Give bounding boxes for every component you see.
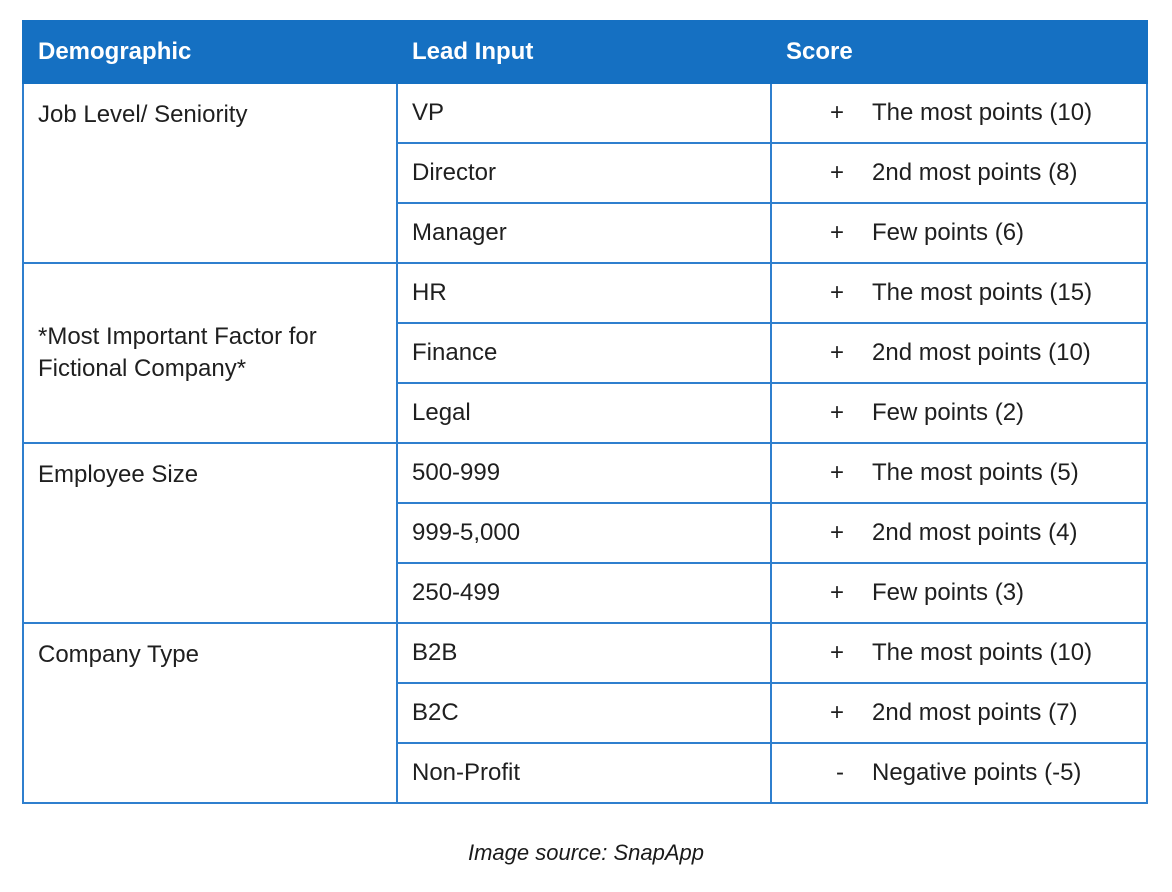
score-text: 2nd most points (10) (872, 339, 1091, 366)
score-text: Few points (6) (872, 219, 1025, 246)
score-text: Few points (2) (872, 399, 1025, 426)
table-row: Non-Profit - Negative points (-5) (23, 742, 1148, 804)
table-row: Director +2nd most points (8) (23, 142, 1148, 204)
score-sign: + (829, 159, 844, 186)
score-sign: + (829, 579, 844, 606)
table-row: B2C +2nd most points (7) (23, 682, 1148, 744)
table-row: Company Type B2B + The most points (10) (22, 622, 1148, 804)
table-row: 250-499 + Few points (3) (23, 562, 1148, 624)
score-text: The most points (15) (872, 279, 1093, 306)
score-sign: + (829, 339, 844, 366)
table-row: 999-5,000 +2nd most points (4) (23, 502, 1148, 564)
score-text: Few points (3) (872, 579, 1025, 606)
lead-input-cell: Manager (396, 202, 772, 264)
lead-input-cell: 500-999 (396, 442, 772, 504)
table-row: Finance +2nd most points (10) (23, 322, 1148, 384)
score-text: The most points (5) (872, 459, 1079, 486)
table-row: Job Level/ Seniority VP + The most points… (22, 82, 1148, 264)
score-sign: + (829, 459, 844, 486)
score-cell: - Negative points (-5) (770, 742, 1148, 804)
score-sign: + (829, 519, 844, 546)
score-cell: + Few points (2) (770, 382, 1148, 444)
score-sign: + (829, 99, 844, 126)
lead-input-cell: VP (396, 82, 772, 144)
score-text: The most points (10) (872, 99, 1093, 126)
table-row: Employee Size 500-999 + The most points (… (22, 442, 1148, 624)
lead-input-cell: 250-499 (396, 562, 772, 624)
table-row: *Most Important Factor for Fictional Com… (22, 262, 1148, 444)
lead-input-cell: Legal (396, 382, 772, 444)
score-cell: + Few points (6) (770, 202, 1148, 264)
table-row: Legal + Few points (2) (23, 382, 1148, 444)
score-cell: +2nd most points (4) (770, 502, 1148, 564)
header-lead-input: Lead Input (396, 20, 772, 84)
demographic-cell: Job Level/ Seniority (22, 82, 398, 264)
image-source-caption: Image source: SnapApp (467, 840, 705, 865)
table-row: Manager + Few points (6) (23, 202, 1148, 264)
header-demographic: Demographic (22, 20, 398, 84)
demographic-cell: Company Type (22, 622, 398, 804)
demographic-cell: *Most Important Factor for Fictional Com… (22, 262, 398, 444)
lead-input-cell: 999-5,000 (396, 502, 772, 564)
score-text: 2nd most points (7) (872, 699, 1078, 726)
lead-input-cell: Finance (396, 322, 772, 384)
lead-input-cell: Director (396, 142, 772, 204)
lead-input-cell: Non-Profit (396, 742, 772, 804)
lead-input-cell: HR (396, 262, 772, 324)
score-text: The most points (10) (872, 639, 1093, 666)
score-cell: +2nd most points (8) (770, 142, 1148, 204)
score-cell: + The most points (5) (770, 442, 1148, 504)
score-cell: +2nd most points (7) (770, 682, 1148, 744)
header-row: Demographic Lead Input Score (22, 20, 1148, 84)
header-score: Score (770, 20, 1148, 84)
lead-input-cell: B2B (396, 622, 772, 684)
lead-input-cell: B2C (396, 682, 772, 744)
score-sign: + (829, 219, 844, 246)
score-sign: - (836, 759, 844, 786)
score-cell: + The most points (15) (770, 262, 1148, 324)
score-sign: + (829, 399, 844, 426)
score-text: 2nd most points (8) (872, 159, 1078, 186)
score-cell: +2nd most points (10) (770, 322, 1148, 384)
score-cell: + The most points (10) (770, 622, 1148, 684)
score-cell: + Few points (3) (770, 562, 1148, 624)
score-cell: + The most points (10) (770, 82, 1148, 144)
score-sign: + (829, 279, 844, 306)
score-sign: + (829, 639, 844, 666)
score-text: 2nd most points (4) (872, 519, 1078, 546)
demographic-cell: Employee Size (22, 442, 398, 624)
lead-scoring-table: Demographic Lead Input Score Job Level/ … (22, 20, 1148, 804)
score-text: Negative points (-5) (872, 759, 1082, 786)
lead-scoring-table-container: Demographic Lead Input Score Job Level/ … (22, 20, 1148, 804)
score-sign: + (829, 699, 844, 726)
